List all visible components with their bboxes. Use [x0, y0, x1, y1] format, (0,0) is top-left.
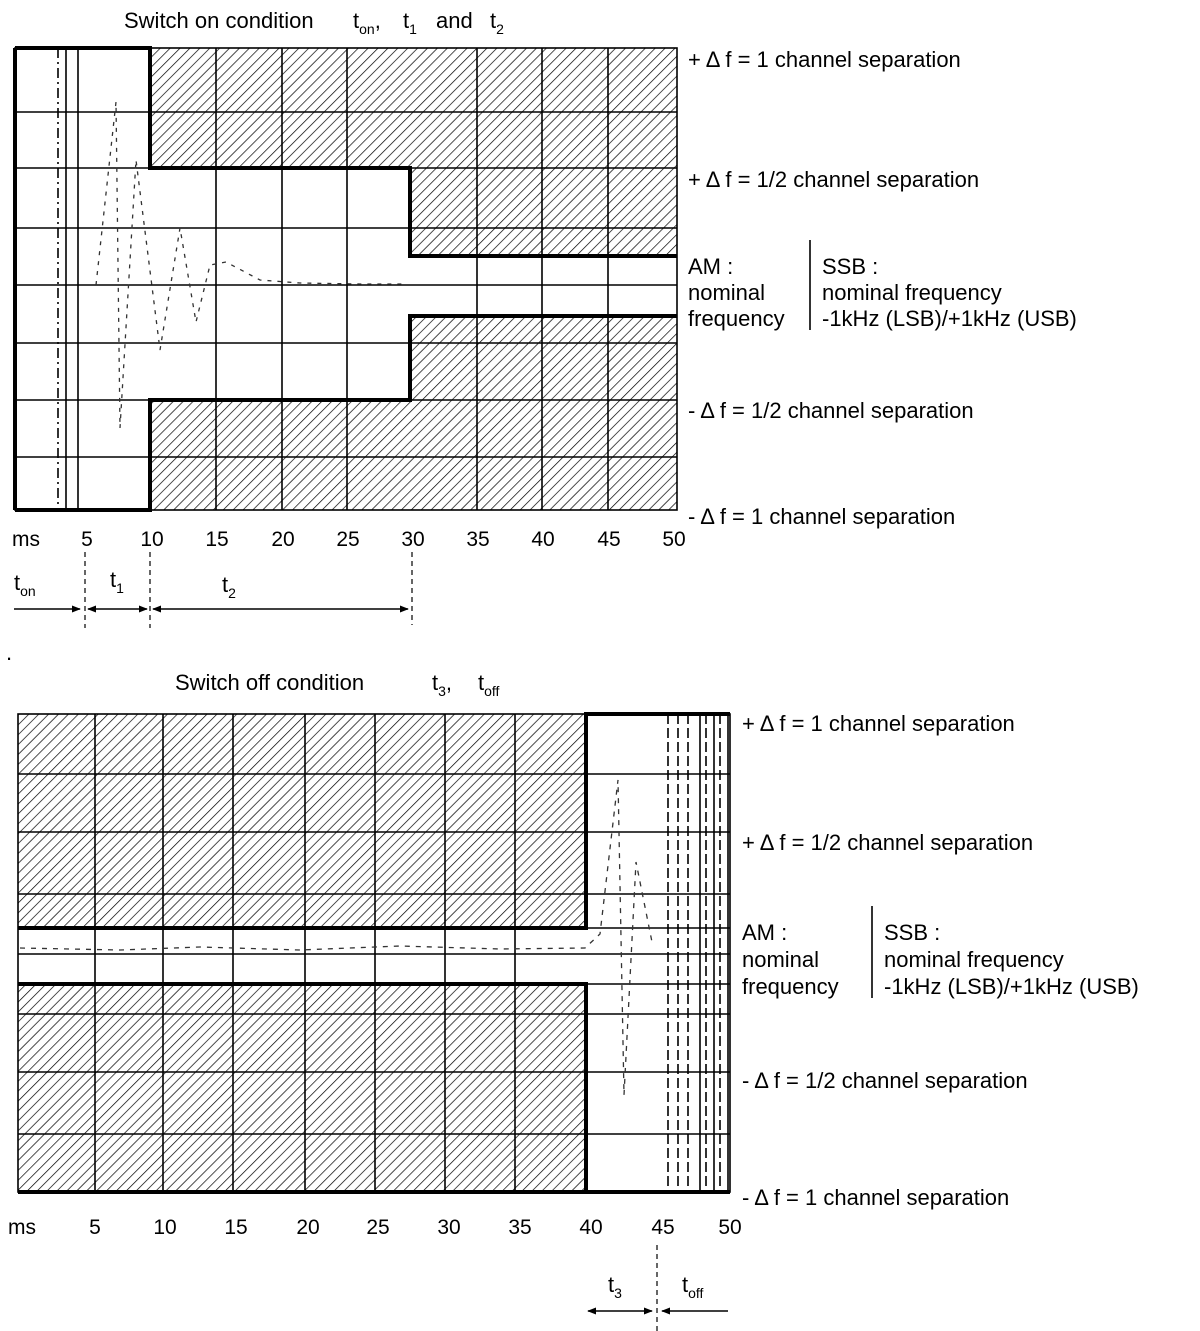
top-ssb-1: SSB :: [822, 254, 878, 279]
bottom-tick-label: 15: [224, 1216, 247, 1239]
top-tick-label: 20: [271, 528, 294, 551]
top-mask-upper-late: [410, 168, 677, 256]
bottom-am-1: AM :: [742, 920, 787, 945]
bottom-title-toff: toff: [478, 670, 500, 699]
top-tick-label: 30: [401, 528, 424, 551]
top-am-2: nominal: [688, 280, 765, 305]
top-label-minus-half: - Δ f = 1/2 channel separation: [688, 398, 974, 423]
bottom-ssb-3: -1kHz (LSB)/+1kHz (USB): [884, 974, 1139, 999]
top-mask-lower-early: [150, 400, 677, 510]
bottom-tick-label: 50: [718, 1216, 741, 1239]
top-tick-label: 5: [81, 528, 93, 551]
top-mask-boundaries: [13, 46, 677, 512]
switch-on-diagram: Switch on condition ton, t1 and t2: [12, 8, 1077, 628]
top-mask-lower-late: [410, 316, 677, 400]
t3-label: t3: [608, 1272, 622, 1301]
bottom-intervals: t3 toff: [587, 1245, 728, 1331]
top-title-text: Switch on condition: [124, 8, 314, 33]
bottom-label-plus-one: + Δ f = 1 channel separation: [742, 711, 1015, 736]
top-label-minus-one: - Δ f = 1 channel separation: [688, 504, 955, 529]
bottom-ssb-2: nominal frequency: [884, 947, 1064, 972]
bottom-tick-label: 10: [153, 1216, 176, 1239]
bottom-tick-label: 5: [89, 1216, 101, 1239]
top-title-and: and: [436, 8, 473, 33]
bottom-mask-lower: [18, 984, 586, 1192]
top-mask-regions: [150, 48, 677, 510]
bottom-tick-label: 20: [296, 1216, 319, 1239]
bottom-axis-unit: ms: [8, 1216, 36, 1239]
bottom-tick-label: 40: [579, 1216, 602, 1239]
top-axis-ticks: 5 10 15 20 25 30 35 40 45 50: [81, 528, 686, 551]
top-frequency-transient: [95, 101, 405, 429]
top-mask-upper-early: [150, 48, 677, 168]
top-tick-label: 10: [140, 528, 163, 551]
top-am-1: AM :: [688, 254, 733, 279]
top-tick-label: 40: [531, 528, 554, 551]
bottom-tick-label: 30: [437, 1216, 460, 1239]
bottom-label-minus-half: - Δ f = 1/2 channel separation: [742, 1068, 1028, 1093]
top-intervals: ton t1 t2: [14, 552, 413, 628]
top-tick-label: 45: [597, 528, 620, 551]
top-tick-label: 15: [205, 528, 228, 551]
top-axis-unit: ms: [12, 528, 40, 551]
toff-label: toff: [682, 1272, 704, 1301]
top-title-ton: ton,: [353, 8, 381, 37]
top-tick-label: 35: [466, 528, 489, 551]
ton-label: ton: [14, 570, 36, 599]
top-label-plus-one: + Δ f = 1 channel separation: [688, 47, 961, 72]
bottom-mask-regions: [18, 714, 586, 1192]
bottom-label-plus-half: + Δ f = 1/2 channel separation: [742, 830, 1033, 855]
bottom-mask-upper: [18, 714, 586, 928]
top-ssb-2: nominal frequency: [822, 280, 1002, 305]
top-tick-label: 25: [336, 528, 359, 551]
bottom-am-2: nominal: [742, 947, 819, 972]
bottom-axis-ticks: 5 10 15 20 25 30 35 40 45 50: [89, 1216, 742, 1239]
bottom-label-minus-one: - Δ f = 1 channel separation: [742, 1185, 1009, 1210]
t1-label: t1: [110, 567, 124, 596]
bottom-tick-label: 35: [508, 1216, 531, 1239]
top-tick-label: 50: [662, 528, 685, 551]
bottom-title-text: Switch off condition: [175, 670, 364, 695]
bottom-frequency-transient: [19, 779, 653, 1096]
bottom-am-3: frequency: [742, 974, 839, 999]
top-title-t1: t1: [403, 8, 417, 37]
bottom-title-t3: t3,: [432, 670, 452, 699]
bottom-ssb-1: SSB :: [884, 920, 940, 945]
bottom-tick-label: 45: [651, 1216, 674, 1239]
top-ssb-3: -1kHz (LSB)/+1kHz (USB): [822, 306, 1077, 331]
bottom-mask-boundaries: [18, 712, 730, 1194]
top-title-t2: t2: [490, 8, 504, 37]
top-label-plus-half: + Δ f = 1/2 channel separation: [688, 167, 979, 192]
bottom-tick-label: 25: [366, 1216, 389, 1239]
top-am-3: frequency: [688, 306, 785, 331]
t2-label: t2: [222, 572, 236, 601]
stray-dot: .: [6, 640, 12, 665]
switch-off-diagram: Switch off condition t3, toff: [8, 670, 1139, 1331]
